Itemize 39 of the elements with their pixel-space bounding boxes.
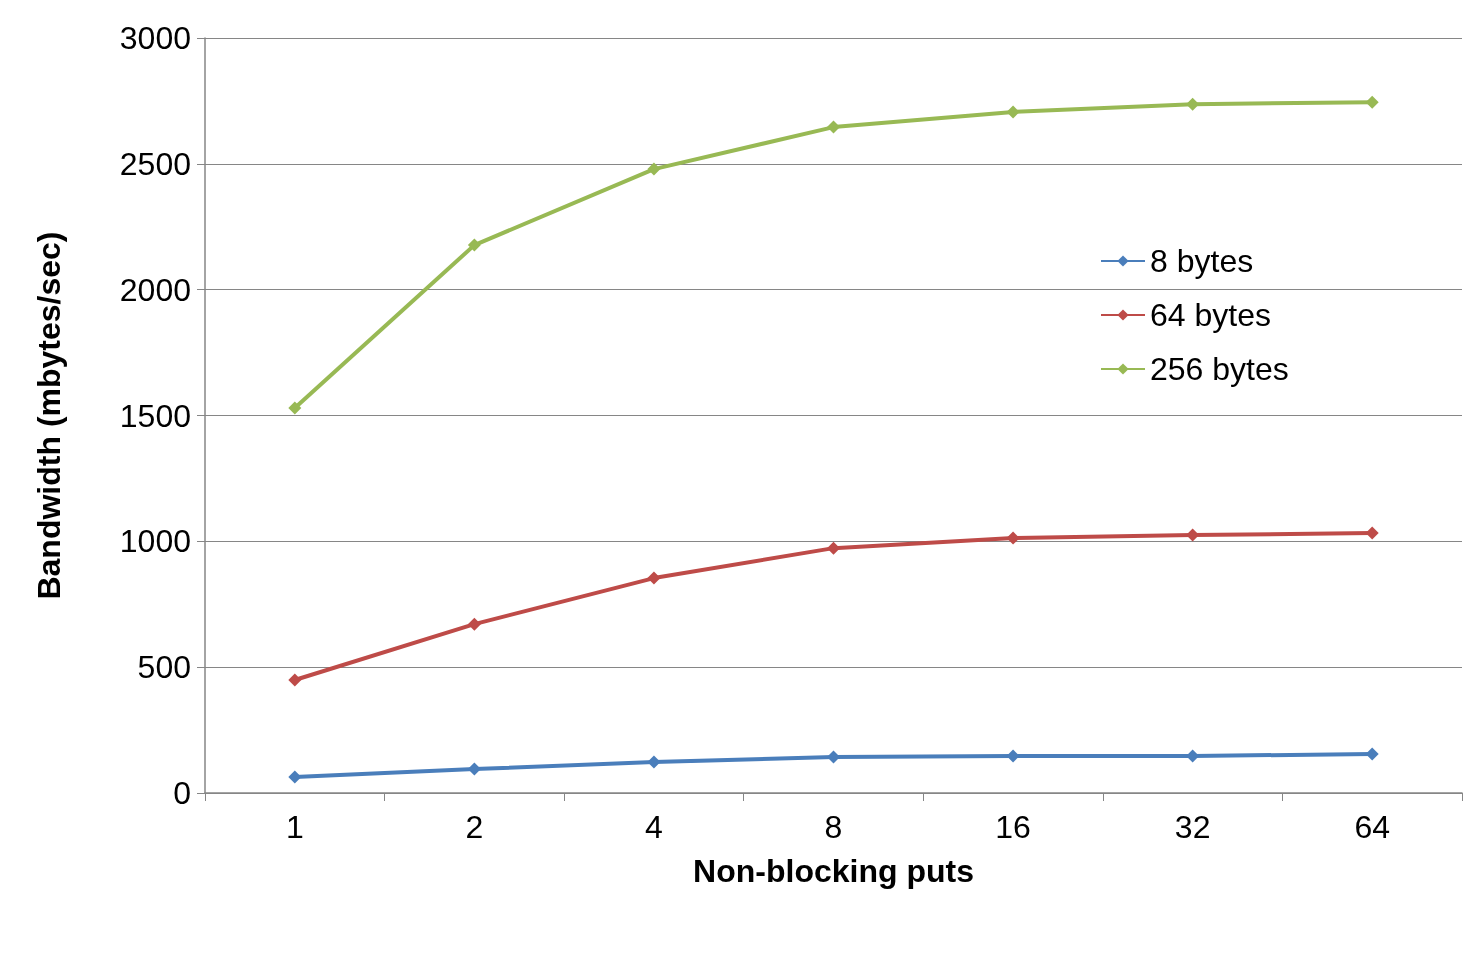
point (1365, 526, 1379, 540)
point (647, 571, 661, 585)
point (647, 162, 661, 176)
point (467, 238, 481, 252)
y-tick-label: 500 (137, 649, 191, 686)
point (288, 770, 302, 784)
x-tick-label: 4 (645, 809, 663, 845)
y-tick-label: 2000 (119, 271, 191, 308)
y-tick-label: 3000 (119, 20, 191, 56)
point (827, 750, 840, 764)
point (467, 617, 481, 631)
x-axis-title: Non-blocking puts (693, 853, 974, 889)
point (1186, 749, 1200, 763)
x-tick-label: 2 (465, 809, 484, 845)
legend-label: 256 bytes (1150, 351, 1289, 387)
point (1365, 747, 1379, 761)
x-tick-label: 1 (285, 809, 304, 845)
legend-label: 8 bytes (1150, 243, 1254, 279)
y-axis-title: Bandwidth (mbytes/sec) (31, 231, 67, 600)
point (1186, 97, 1200, 111)
point (1365, 95, 1379, 109)
point (827, 541, 840, 555)
point (647, 755, 661, 769)
point (1006, 749, 1020, 763)
point (288, 673, 302, 687)
y-tick-label: 1000 (119, 523, 191, 560)
y-tick-label: 2500 (119, 145, 191, 182)
y-tick-label: 1500 (119, 397, 191, 434)
point (467, 762, 481, 776)
x-tick-label: 16 (995, 809, 1031, 845)
x-tick-label: 8 (824, 809, 843, 845)
point (288, 401, 302, 415)
legend-label: 64 bytes (1150, 297, 1271, 333)
point (1006, 105, 1020, 119)
x-tick-label: 64 (1354, 809, 1391, 845)
y-tick-label: 0 (173, 775, 191, 811)
x-tick-label: 32 (1174, 809, 1211, 845)
point (827, 120, 840, 134)
point (1006, 531, 1020, 545)
